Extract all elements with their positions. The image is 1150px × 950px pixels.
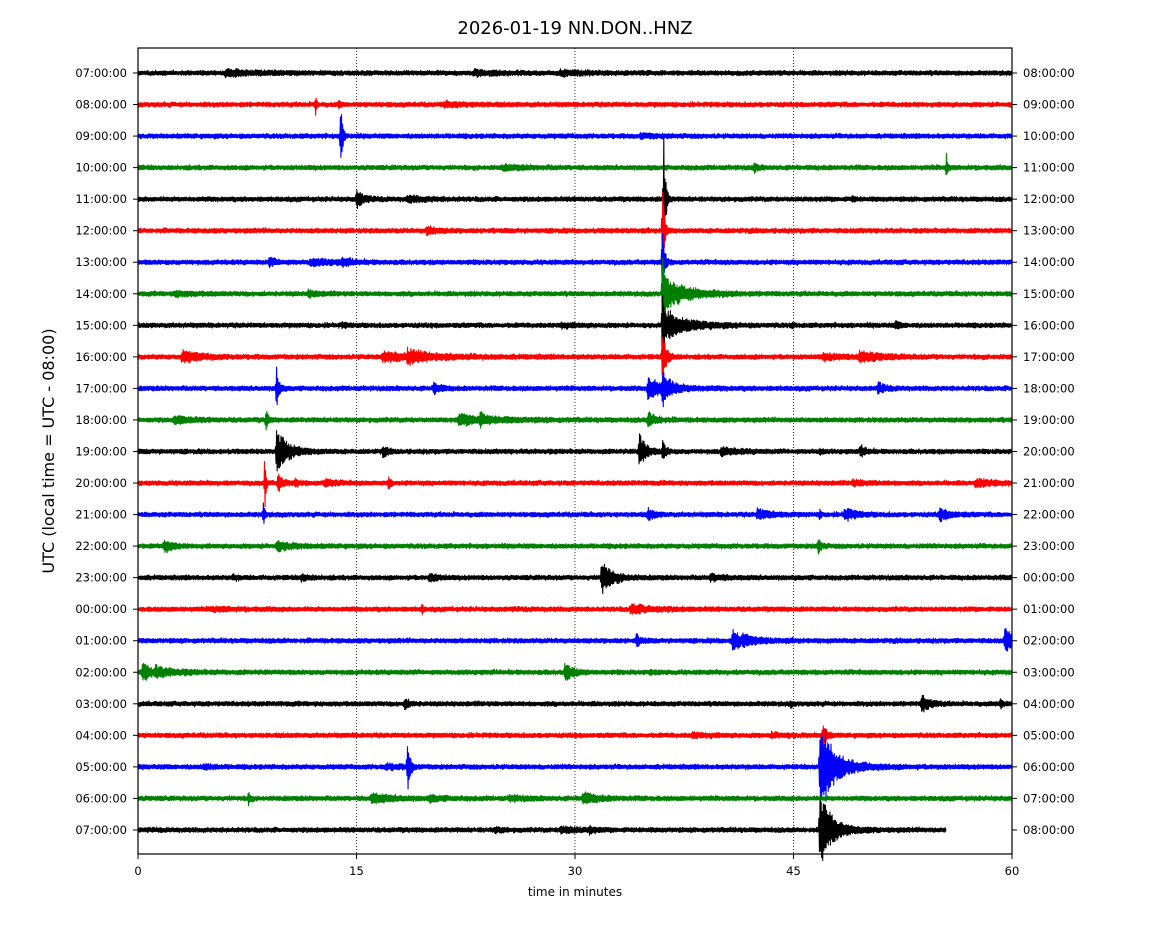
y-tick-label-right: 14:00:00 — [1023, 255, 1075, 269]
trace-row-1 — [137, 97, 1013, 116]
y-tick-label-right: 15:00:00 — [1023, 287, 1075, 301]
y-tick-label-left: 03:00:00 — [75, 697, 127, 711]
y-tick-label-left: 11:00:00 — [75, 192, 127, 206]
seismic-traces — [137, 67, 1013, 861]
y-tick-label-right: 23:00:00 — [1023, 539, 1075, 553]
trace-row-15 — [137, 539, 1013, 555]
y-tick-label-right: 08:00:00 — [1023, 66, 1075, 80]
y-tick-label-left: 15:00:00 — [75, 318, 127, 332]
trace-row-4 — [137, 138, 1013, 231]
y-tick-label-left: 08:00:00 — [75, 98, 127, 112]
trace-row-19 — [137, 662, 1013, 681]
trace-row-20 — [137, 694, 1013, 713]
x-axis-ticks: 0 15 30 45 60 — [134, 854, 1019, 878]
trace-row-10 — [137, 366, 1013, 408]
y-tick-label-right: 09:00:00 — [1023, 98, 1075, 112]
trace-row-11 — [137, 410, 1013, 431]
y-tick-label-right: 02:00:00 — [1023, 634, 1075, 648]
trace-row-12 — [137, 430, 1013, 472]
y-tick-label-left: 23:00:00 — [75, 571, 127, 585]
y-tick-label-left: 12:00:00 — [75, 224, 127, 238]
x-tick-label: 60 — [1005, 864, 1020, 878]
y-axis-ticks: 07:00:00 08:00:00 08:00:00 09:00:00 09:00:00… — [75, 66, 1074, 837]
y-tick-label-right: 05:00:00 — [1023, 728, 1075, 742]
y-tick-label-left: 22:00:00 — [75, 539, 127, 553]
x-tick-label: 15 — [349, 864, 364, 878]
y-tick-label-right: 06:00:00 — [1023, 760, 1075, 774]
trace-row-18 — [137, 627, 1013, 652]
y-tick-label-left: 02:00:00 — [75, 665, 127, 679]
y-tick-label-left: 00:00:00 — [75, 602, 127, 616]
x-tick-label: 45 — [786, 864, 801, 878]
y-tick-label-right: 03:00:00 — [1023, 665, 1075, 679]
trace-row-24 — [137, 800, 947, 861]
y-tick-label-right: 00:00:00 — [1023, 571, 1075, 585]
y-tick-label-left: 10:00:00 — [75, 161, 127, 175]
trace-row-0 — [137, 67, 1013, 79]
y-tick-label-left: 07:00:00 — [75, 66, 127, 80]
y-tick-label-left: 09:00:00 — [75, 129, 127, 143]
y-tick-label-left: 20:00:00 — [75, 476, 127, 490]
y-tick-label-left: 04:00:00 — [75, 728, 127, 742]
trace-row-23 — [137, 791, 1013, 807]
y-tick-label-left: 16:00:00 — [75, 350, 127, 364]
trace-row-3 — [137, 152, 1013, 176]
y-tick-label-left: 05:00:00 — [75, 760, 127, 774]
trace-row-21 — [137, 725, 1013, 748]
trace-row-6 — [137, 233, 1013, 295]
trace-row-9 — [137, 336, 1013, 380]
y-tick-label-right: 19:00:00 — [1023, 413, 1075, 427]
trace-row-8 — [137, 294, 1013, 357]
y-tick-label-right: 21:00:00 — [1023, 476, 1075, 490]
x-axis-label: time in minutes — [528, 885, 622, 899]
y-tick-label-right: 12:00:00 — [1023, 192, 1075, 206]
y-axis-label: UTC (local time = UTC - 08:00) — [39, 328, 58, 573]
y-tick-label-right: 11:00:00 — [1023, 161, 1075, 175]
y-tick-label-right: 20:00:00 — [1023, 444, 1075, 458]
y-tick-label-right: 17:00:00 — [1023, 350, 1075, 364]
y-tick-label-left: 07:00:00 — [75, 823, 127, 837]
y-tick-label-left: 21:00:00 — [75, 508, 127, 522]
y-tick-label-right: 07:00:00 — [1023, 791, 1075, 805]
trace-row-14 — [137, 502, 1013, 524]
x-tick-label: 30 — [568, 864, 583, 878]
y-tick-label-left: 14:00:00 — [75, 287, 127, 301]
y-tick-label-right: 18:00:00 — [1023, 381, 1075, 395]
y-tick-label-left: 06:00:00 — [75, 791, 127, 805]
trace-row-16 — [137, 563, 1013, 595]
y-tick-label-left: 13:00:00 — [75, 255, 127, 269]
trace-row-22 — [137, 728, 1013, 813]
trace-row-13 — [137, 460, 1013, 508]
y-tick-label-left: 17:00:00 — [75, 381, 127, 395]
chart-title: 2026-01-19 NN.DON..HNZ — [457, 18, 692, 39]
y-tick-label-right: 22:00:00 — [1023, 508, 1075, 522]
y-tick-label-left: 19:00:00 — [75, 444, 127, 458]
trace-row-7 — [137, 258, 1013, 324]
y-tick-label-right: 13:00:00 — [1023, 224, 1075, 238]
trace-row-2 — [137, 114, 1013, 158]
y-tick-label-left: 01:00:00 — [75, 634, 127, 648]
x-tick-label: 0 — [134, 864, 141, 878]
trace-row-17 — [137, 603, 1013, 615]
trace-row-5 — [137, 191, 1013, 258]
y-tick-label-right: 16:00:00 — [1023, 318, 1075, 332]
y-tick-label-right: 08:00:00 — [1023, 823, 1075, 837]
y-tick-label-right: 01:00:00 — [1023, 602, 1075, 616]
y-tick-label-left: 18:00:00 — [75, 413, 127, 427]
y-tick-label-right: 04:00:00 — [1023, 697, 1075, 711]
y-tick-label-right: 10:00:00 — [1023, 129, 1075, 143]
